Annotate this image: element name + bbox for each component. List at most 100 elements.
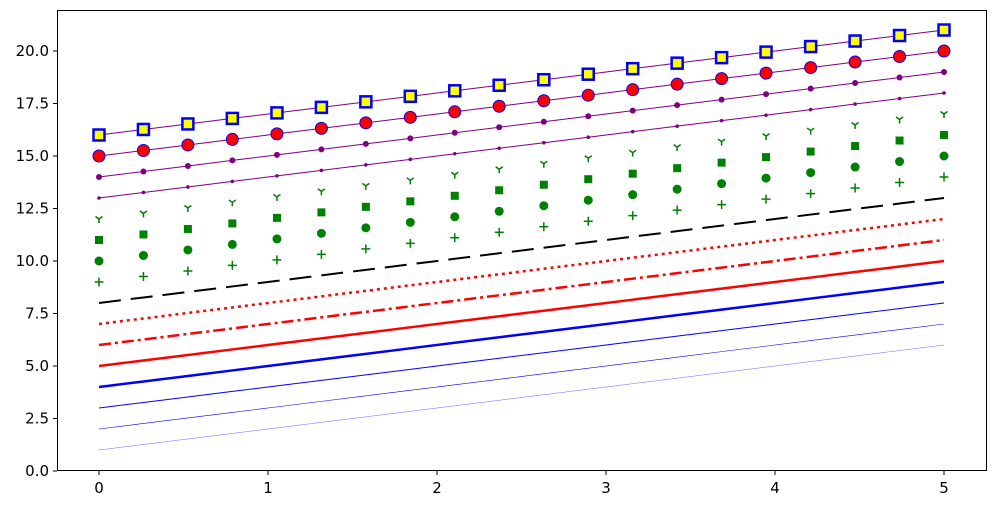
data-point	[95, 215, 103, 223]
series-line	[98, 217, 945, 326]
series-line	[98, 280, 945, 389]
data-point	[447, 84, 462, 98]
data-point	[675, 124, 679, 128]
data-point	[629, 107, 636, 114]
data-point	[895, 157, 905, 167]
data-point	[141, 190, 146, 195]
data-point	[227, 260, 237, 270]
data-point	[542, 140, 546, 145]
data-point	[230, 179, 235, 184]
data-point	[539, 222, 549, 232]
data-point	[318, 146, 325, 153]
data-point	[764, 113, 768, 117]
series-4	[98, 280, 945, 389]
x-tick-label: 1	[263, 479, 273, 497]
series-line	[98, 323, 945, 430]
data-point	[403, 110, 417, 124]
data-point	[939, 172, 949, 182]
series-11	[95, 131, 948, 244]
data-point	[450, 191, 459, 200]
data-point	[228, 219, 237, 228]
data-point	[626, 83, 640, 97]
series-5	[98, 259, 945, 368]
data-point	[272, 213, 281, 222]
data-point	[450, 212, 460, 222]
data-point	[405, 238, 415, 248]
data-point	[362, 140, 369, 147]
data-point	[403, 89, 418, 104]
data-point	[537, 72, 551, 87]
data-point	[674, 102, 681, 109]
data-point	[762, 133, 770, 141]
data-point	[450, 233, 460, 243]
data-point	[807, 85, 814, 92]
data-point	[361, 182, 370, 190]
data-point	[229, 157, 236, 164]
data-point	[496, 124, 503, 131]
data-point	[761, 173, 771, 183]
data-point	[673, 164, 682, 173]
data-point	[494, 206, 504, 216]
x-tick-label: 0	[94, 479, 104, 497]
data-point	[585, 113, 592, 120]
data-point	[270, 127, 284, 141]
data-point	[673, 144, 682, 152]
data-point	[806, 189, 816, 199]
x-tick-label: 5	[939, 479, 949, 497]
series-2	[98, 323, 945, 430]
data-point	[714, 50, 729, 65]
data-point	[316, 228, 326, 238]
series-3	[98, 302, 945, 409]
data-point	[227, 239, 237, 249]
y-tick-label: 7.5	[25, 305, 49, 323]
data-point	[625, 61, 640, 76]
data-point	[670, 56, 684, 70]
data-point	[270, 106, 284, 120]
data-point	[448, 105, 462, 119]
data-point	[540, 118, 547, 125]
data-point	[717, 179, 727, 189]
data-point	[848, 34, 862, 48]
data-point	[584, 175, 593, 184]
data-point	[583, 216, 593, 226]
series-13	[97, 91, 946, 200]
data-point	[583, 195, 593, 205]
data-point	[937, 44, 951, 58]
data-point	[761, 194, 771, 204]
series-10	[94, 151, 949, 266]
y-tick-label: 12.5	[16, 200, 49, 218]
data-point	[272, 255, 282, 265]
data-point	[225, 111, 240, 126]
data-point	[495, 166, 504, 174]
data-point	[719, 118, 724, 123]
series-1	[98, 344, 945, 451]
data-point	[893, 50, 907, 64]
data-point	[804, 61, 818, 75]
data-point	[939, 151, 949, 161]
data-point	[539, 160, 548, 168]
plot-frame	[57, 10, 987, 471]
data-point	[139, 210, 148, 218]
data-point	[853, 102, 857, 106]
data-point	[672, 205, 682, 215]
data-point	[937, 23, 951, 37]
data-point	[359, 95, 373, 109]
data-point	[851, 121, 860, 130]
data-point	[895, 178, 905, 188]
data-point	[314, 100, 329, 115]
series-line	[98, 29, 945, 136]
data-point	[359, 116, 373, 130]
data-point	[136, 143, 150, 157]
data-point	[717, 138, 726, 146]
data-point	[139, 230, 148, 239]
data-point	[183, 204, 192, 212]
data-point	[183, 224, 192, 233]
data-point	[539, 180, 548, 189]
data-point	[940, 110, 948, 118]
data-point	[628, 190, 638, 200]
series-8	[98, 197, 945, 304]
data-point	[184, 162, 191, 169]
data-point	[763, 91, 770, 98]
data-point	[759, 45, 773, 59]
data-point	[851, 142, 860, 151]
